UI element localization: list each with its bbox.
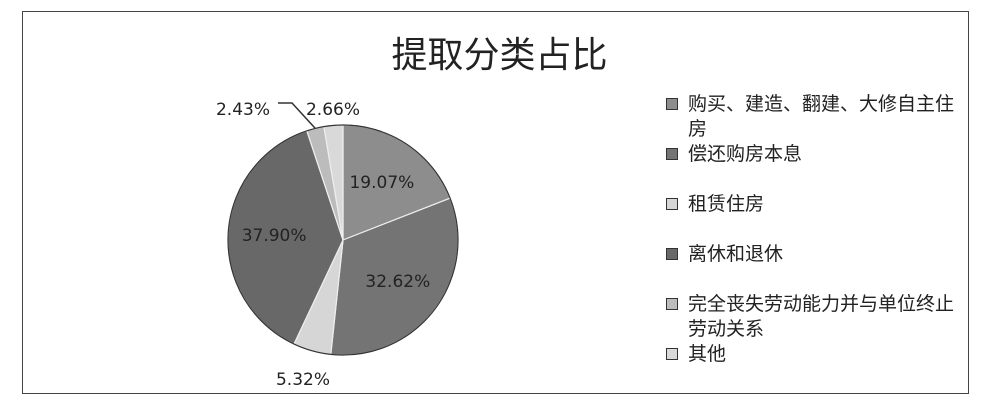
legend-item: 其他 [662,342,972,367]
data-label: 37.90% [242,226,307,246]
data-label: 2.66% [306,100,360,120]
legend-swatch [666,198,678,210]
legend-item: 离休和退休 [662,242,972,267]
data-label: 19.07% [349,173,414,193]
chart-title: 提取分类占比 [391,35,608,76]
legend: 购买、建造、翻建、大修自主住房偿还购房本息 租赁住房离休和退休完全丧失劳动能力并与… [662,92,972,367]
legend-swatch [666,148,678,160]
legend-label: 完全丧失劳动能力并与单位终止劳动关系 [688,293,955,340]
legend-swatch [666,248,678,260]
legend-swatch [666,348,678,360]
legend-label: 离休和退休 [688,243,784,265]
legend-item: 偿还购房本息 [662,142,972,167]
data-label: 32.62% [365,272,430,292]
legend-item: 租赁住房 [662,192,972,217]
legend-item: 完全丧失劳动能力并与单位终止劳动关系 [662,292,972,342]
data-label: 2.43% [216,100,270,120]
legend-label: 偿还购房本息 [688,143,803,165]
legend-swatch [666,98,678,110]
legend-label: 其他 [688,343,727,365]
leader-line [278,102,316,129]
legend-label: 购买、建造、翻建、大修自主住房 [688,93,955,140]
chart-frame [22,11,969,394]
data-label: 5.32% [276,370,330,390]
legend-item: 购买、建造、翻建、大修自主住房 [662,92,972,142]
pie-outline [227,124,459,356]
legend-swatch [666,298,678,310]
legend-label: 租赁住房 [688,193,765,215]
